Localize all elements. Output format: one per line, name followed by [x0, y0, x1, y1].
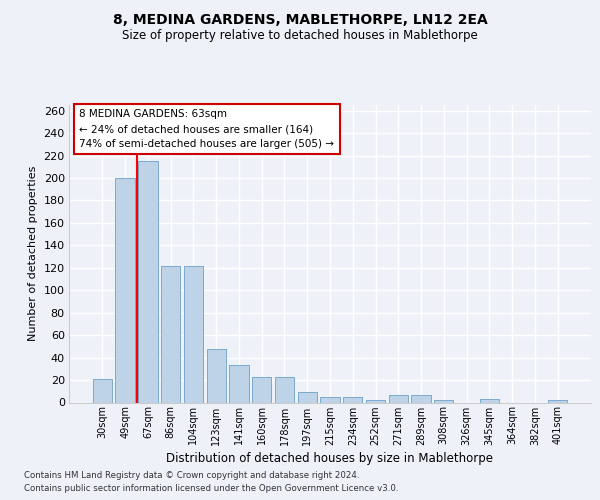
- Text: Contains public sector information licensed under the Open Government Licence v3: Contains public sector information licen…: [24, 484, 398, 493]
- Bar: [252, 376, 271, 402]
- Bar: [206, 348, 226, 403]
- Bar: [138, 161, 158, 402]
- Y-axis label: Number of detached properties: Number of detached properties: [28, 166, 38, 342]
- Bar: [320, 397, 340, 402]
- Bar: [298, 392, 317, 402]
- Text: Contains HM Land Registry data © Crown copyright and database right 2024.: Contains HM Land Registry data © Crown c…: [24, 470, 359, 480]
- Bar: [343, 397, 362, 402]
- Bar: [479, 399, 499, 402]
- Bar: [93, 379, 112, 402]
- Bar: [412, 394, 431, 402]
- Text: 8, MEDINA GARDENS, MABLETHORPE, LN12 2EA: 8, MEDINA GARDENS, MABLETHORPE, LN12 2EA: [113, 12, 487, 26]
- Bar: [229, 366, 248, 403]
- Text: Size of property relative to detached houses in Mablethorpe: Size of property relative to detached ho…: [122, 29, 478, 42]
- Bar: [389, 394, 408, 402]
- Bar: [434, 400, 454, 402]
- Bar: [161, 266, 181, 402]
- Bar: [184, 266, 203, 402]
- Bar: [366, 400, 385, 402]
- X-axis label: Distribution of detached houses by size in Mablethorpe: Distribution of detached houses by size …: [167, 452, 493, 464]
- Text: 8 MEDINA GARDENS: 63sqm
← 24% of detached houses are smaller (164)
74% of semi-d: 8 MEDINA GARDENS: 63sqm ← 24% of detache…: [79, 110, 334, 149]
- Bar: [275, 376, 294, 402]
- Bar: [548, 400, 567, 402]
- Bar: [115, 178, 135, 402]
